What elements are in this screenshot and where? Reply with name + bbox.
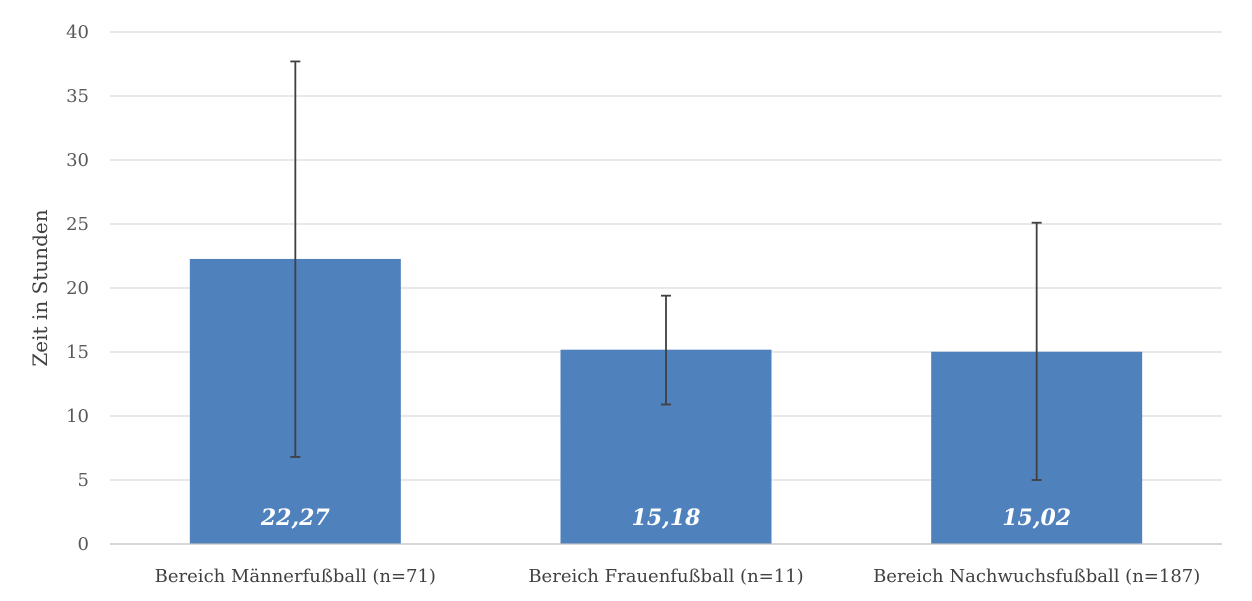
y-tick-label: 35 [66, 86, 89, 107]
data-label: 15,02 [1002, 505, 1071, 531]
data-labels: 22,27 15,18 15,02 [260, 505, 1071, 531]
data-label: 22,27 [260, 505, 331, 531]
error-bar [661, 294, 671, 406]
x-category-labels: Bereich Männerfußball (n=71) Bereich Frau… [155, 566, 1201, 587]
y-axis-title: Zeit in Stunden [28, 209, 52, 366]
error-bar [290, 60, 301, 458]
y-tick-label: 15 [66, 342, 89, 363]
x-category-label: Bereich Frauenfußball (n=11) [528, 566, 803, 587]
data-label: 15,18 [632, 505, 701, 531]
y-tick-labels: 0 5 10 15 20 25 30 35 40 [66, 22, 89, 555]
x-category-label: Bereich Männerfußball (n=71) [155, 566, 436, 587]
y-tick-label: 20 [66, 278, 89, 299]
y-tick-label: 0 [78, 534, 89, 555]
x-category-label: Bereich Nachwuchsfußball (n=187) [873, 566, 1200, 587]
y-tick-label: 40 [66, 22, 89, 43]
bars [189, 258, 1143, 544]
error-bars [290, 60, 1042, 481]
error-bar [1031, 221, 1042, 481]
y-tick-label: 25 [66, 214, 89, 235]
y-tick-label: 10 [66, 406, 89, 427]
y-tick-label: 5 [78, 470, 89, 491]
y-tick-label: 30 [66, 150, 89, 171]
